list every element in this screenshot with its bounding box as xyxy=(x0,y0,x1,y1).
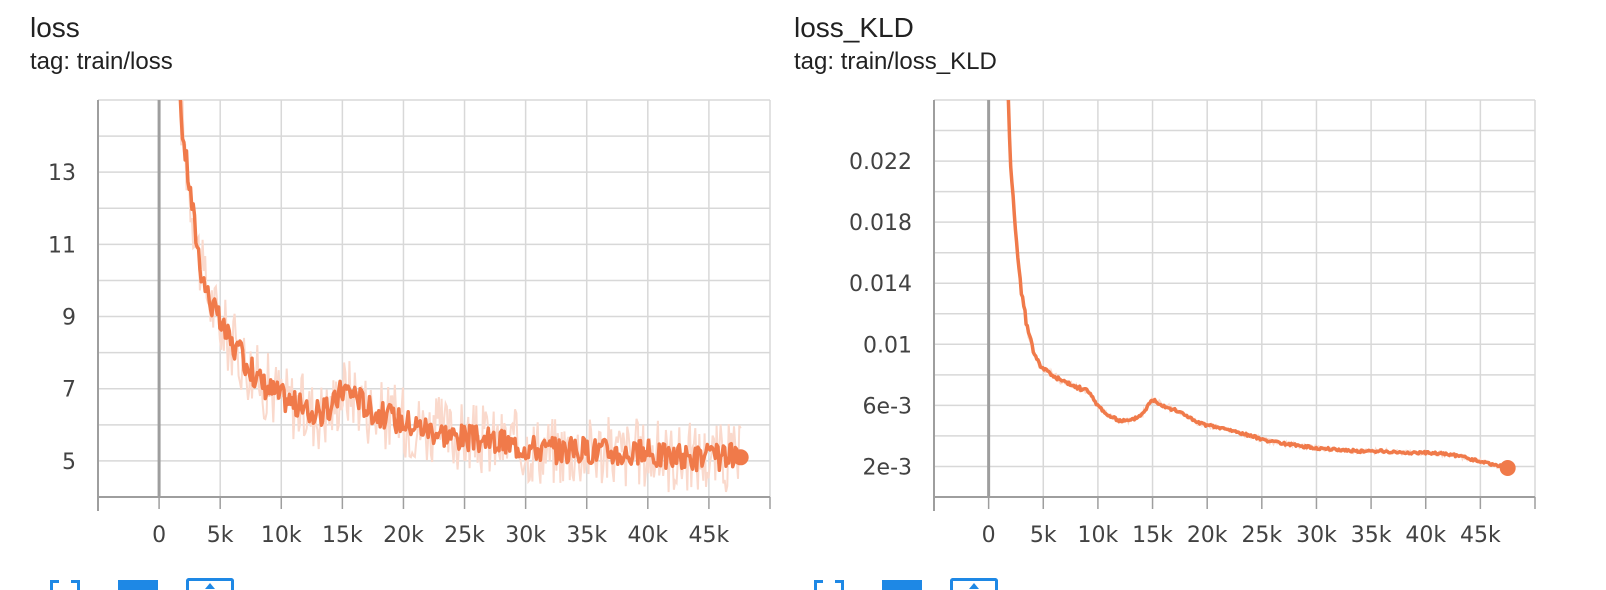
x-tick-label: 35k xyxy=(1351,523,1392,548)
chart-tag: tag: train/loss_KLD xyxy=(794,48,997,75)
y-tick-label: 6e-3 xyxy=(863,394,912,419)
series-end-point[interactable] xyxy=(1499,459,1516,476)
chart-toolbar xyxy=(814,578,1034,590)
x-tick-label: 5k xyxy=(1030,523,1057,548)
x-tick-label: 35k xyxy=(566,523,607,548)
x-tick-label: 30k xyxy=(1296,523,1337,548)
series-smoothed-line xyxy=(1006,100,1509,471)
x-tick-label: 10k xyxy=(261,523,302,548)
y-tick-label: 0.022 xyxy=(849,150,912,175)
show-data-icon[interactable] xyxy=(118,578,158,590)
x-tick-label: 15k xyxy=(322,523,363,548)
y-tick-label: 0.01 xyxy=(863,333,912,358)
fit-domain-icon[interactable] xyxy=(50,578,80,590)
chart-title: loss xyxy=(30,12,80,43)
chart-plot-loss-kld[interactable]: 2e-3 6e-3 0.01 0.014 0.018 0.022 0 5k 10k 15k 20k 2… xyxy=(794,0,1554,560)
fit-domain-icon[interactable] xyxy=(814,578,844,590)
y-tick-label: 0.014 xyxy=(849,272,912,297)
x-tick-label: 0 xyxy=(982,523,996,548)
y-tick-label: 7 xyxy=(62,378,76,403)
x-tick-label: 45k xyxy=(689,523,730,548)
x-tick-label: 25k xyxy=(1241,523,1282,548)
x-tick-label: 10k xyxy=(1078,523,1119,548)
expand-icon[interactable] xyxy=(186,578,234,590)
y-tick-label: 2e-3 xyxy=(863,455,912,480)
expand-icon[interactable] xyxy=(950,578,998,590)
plot-area xyxy=(1006,100,1509,471)
y-tick-label: 9 xyxy=(62,306,76,331)
y-tick-label: 0.018 xyxy=(849,211,912,236)
y-tick-label: 11 xyxy=(48,233,76,258)
x-tick-label: 20k xyxy=(383,523,424,548)
series-smoothed-line xyxy=(178,100,743,473)
x-tick-label: 40k xyxy=(1405,523,1446,548)
chart-card-loss-kld: loss_KLD tag: train/loss_KLD 2e-3 6e-3 0.0… xyxy=(794,0,1554,590)
y-tick-label: 13 xyxy=(48,161,76,186)
x-tick-label: 0 xyxy=(152,523,166,548)
series-raw-line xyxy=(1007,104,1509,471)
chart-card-loss: loss tag: train/loss 5 7 9 11 13 0 5k 10k 15k 20k… xyxy=(30,0,790,590)
chart-tag: tag: train/loss xyxy=(30,48,173,75)
chart-plot-loss[interactable]: 5 7 9 11 13 0 5k 10k 15k 20k 25k 30k 35k 40k 45k xyxy=(30,0,790,560)
x-tick-label: 20k xyxy=(1187,523,1228,548)
x-tick-label: 45k xyxy=(1460,523,1501,548)
x-tick-label: 40k xyxy=(627,523,668,548)
plot-area xyxy=(178,100,743,493)
x-tick-label: 25k xyxy=(444,523,485,548)
show-data-icon[interactable] xyxy=(882,578,922,590)
chart-title: loss_KLD xyxy=(794,12,914,43)
x-tick-label: 15k xyxy=(1132,523,1173,548)
x-tick-label: 30k xyxy=(505,523,546,548)
x-tick-label: 5k xyxy=(207,523,234,548)
chart-toolbar xyxy=(50,578,270,590)
y-tick-label: 5 xyxy=(62,450,76,475)
series-end-point[interactable] xyxy=(732,449,749,466)
